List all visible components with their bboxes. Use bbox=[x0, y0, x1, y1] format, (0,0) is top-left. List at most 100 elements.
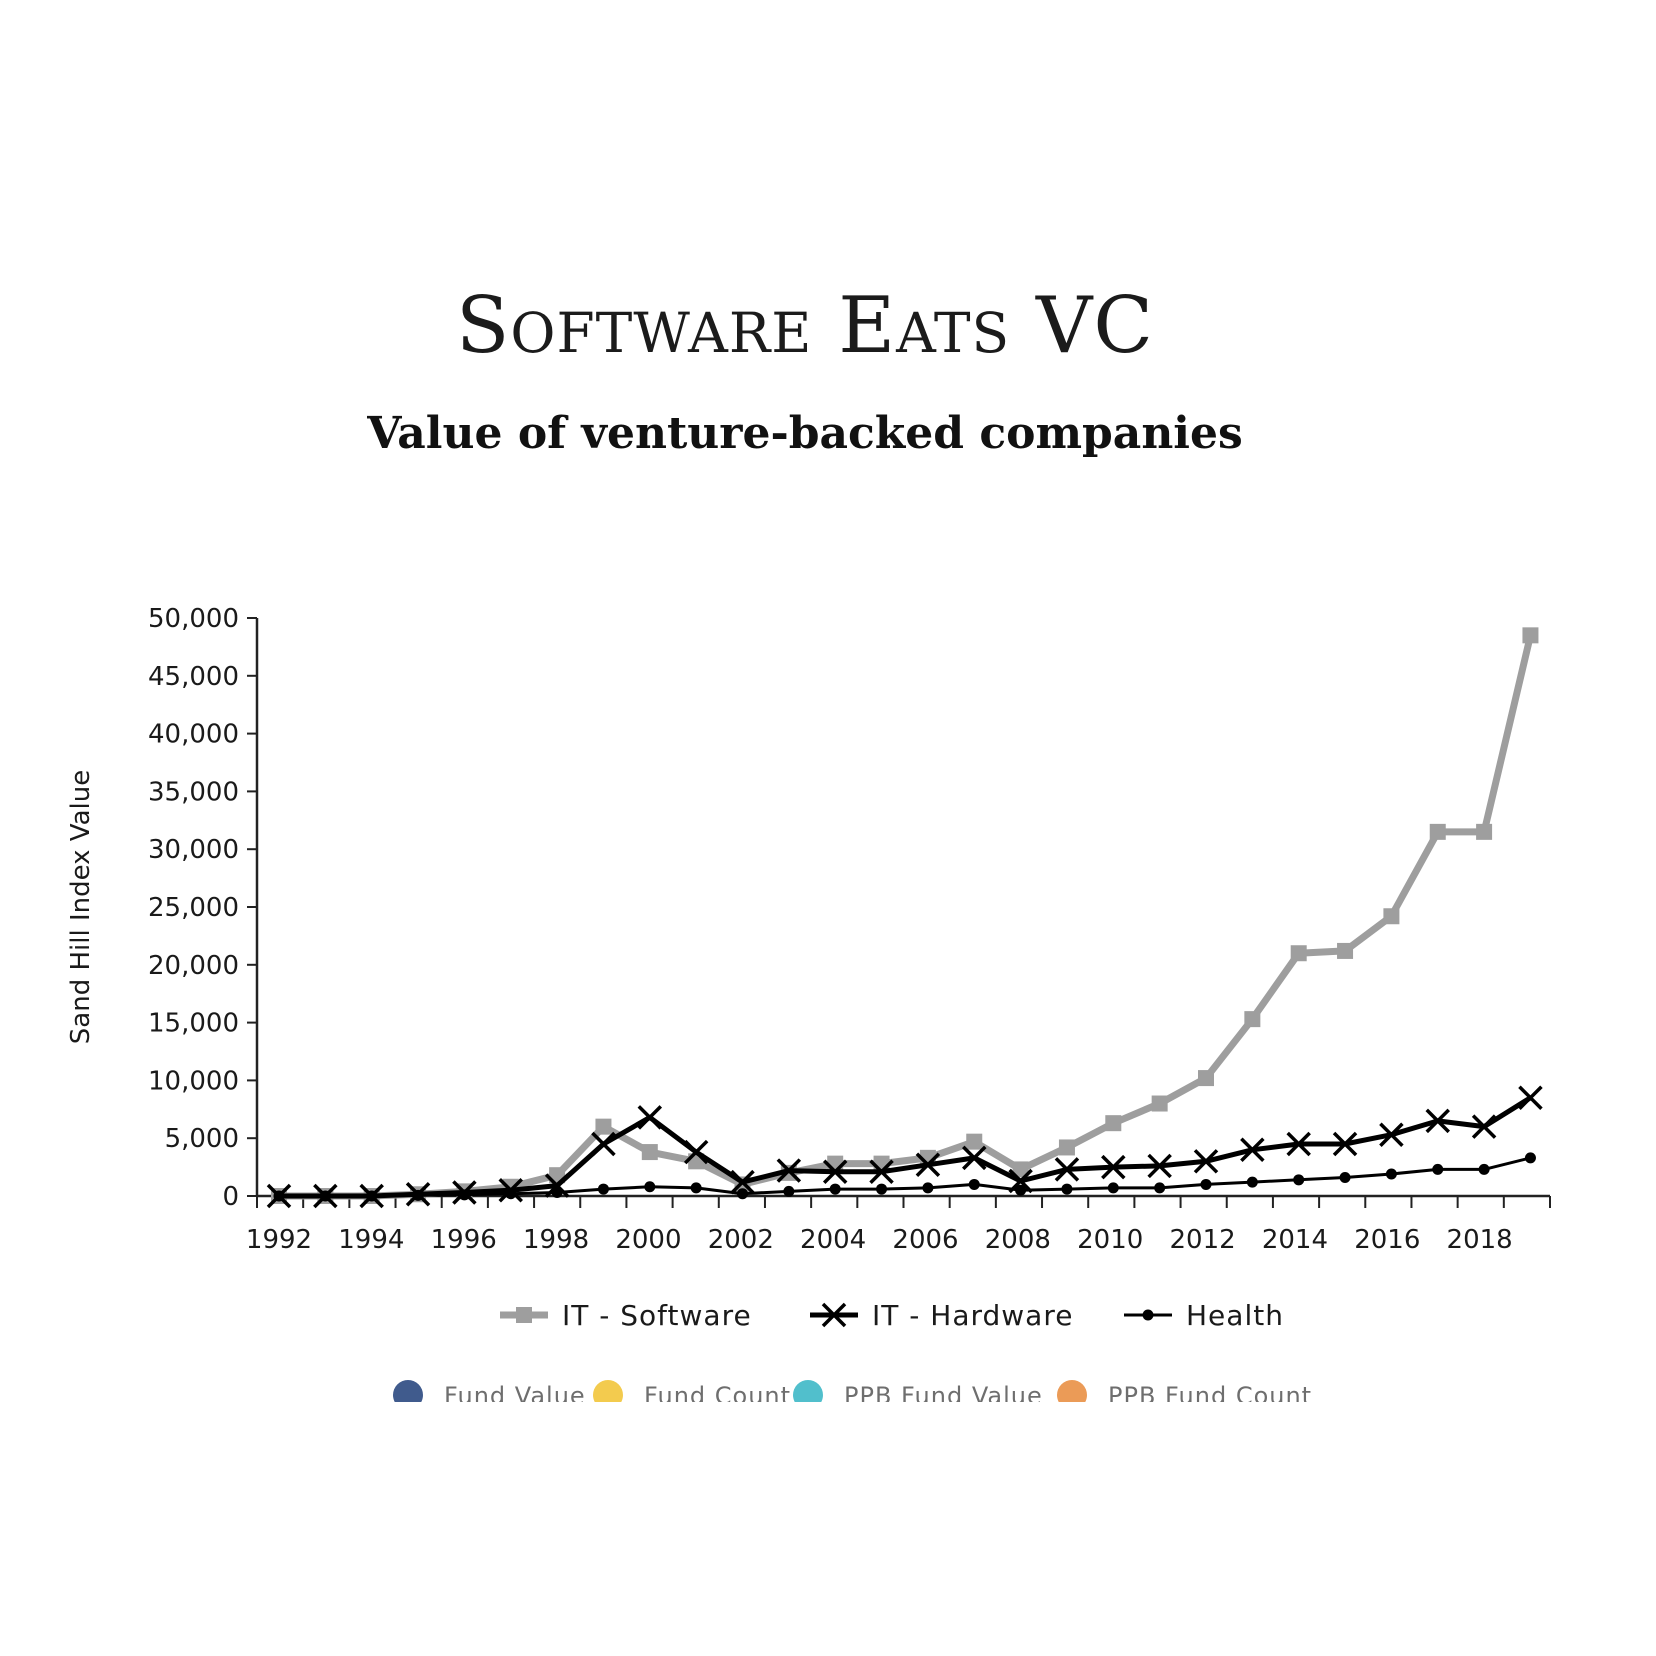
x-tick-label: 2016 bbox=[1354, 1225, 1420, 1255]
x-tick-label: 1992 bbox=[246, 1225, 312, 1255]
data-point-it-software bbox=[1012, 1161, 1029, 1178]
legend-item-health: Health bbox=[1124, 1299, 1283, 1332]
series-layer bbox=[266, 627, 1543, 1209]
legend-swatch-marker bbox=[1142, 1309, 1154, 1321]
data-point-health bbox=[366, 1190, 378, 1202]
x-tick-label: 1996 bbox=[431, 1225, 497, 1255]
y-tick-label: 40,000 bbox=[148, 720, 239, 750]
y-tick-label: 10,000 bbox=[148, 1066, 239, 1096]
data-point-it-hardware bbox=[962, 1145, 987, 1171]
data-point-it-software bbox=[1244, 1011, 1261, 1028]
y-tick-label: 5,000 bbox=[165, 1124, 239, 1154]
data-point-it-hardware bbox=[683, 1139, 709, 1165]
data-point-it-hardware bbox=[637, 1105, 663, 1130]
faded-legend-item: Fund Count bbox=[593, 1380, 791, 1410]
y-tick-label: 35,000 bbox=[148, 777, 239, 807]
data-point-it-hardware bbox=[1286, 1131, 1311, 1157]
data-point-it-hardware bbox=[1101, 1154, 1126, 1180]
data-point-it-hardware bbox=[915, 1152, 941, 1178]
y-tick-label: 50,000 bbox=[148, 604, 239, 634]
data-point-it-hardware bbox=[776, 1158, 802, 1183]
data-point-health bbox=[922, 1182, 934, 1194]
data-point-it-hardware bbox=[1193, 1149, 1219, 1174]
chart-subtitle: Value of venture-backed companies bbox=[366, 408, 1243, 459]
data-point-health bbox=[1107, 1182, 1119, 1194]
faded-legend-label: PPB Fund Count bbox=[1108, 1382, 1312, 1410]
data-point-health bbox=[1154, 1182, 1166, 1194]
legend-label: IT - Software bbox=[562, 1299, 752, 1332]
y-tick-label: 0 bbox=[222, 1182, 239, 1212]
chart-title: Software Eats VC bbox=[456, 281, 1154, 371]
data-point-health bbox=[876, 1183, 888, 1195]
faded-legend: Fund Value Fund Count PPB Fund Value PPB Fu… bbox=[393, 1380, 1312, 1410]
y-tick-label: 30,000 bbox=[148, 835, 239, 865]
y-axis-ticks: 0 5,000 10,000 15,000 20,000 25,000 30,000 35,0… bbox=[148, 604, 257, 1212]
faded-legend-dot bbox=[1057, 1380, 1087, 1402]
data-point-it-software bbox=[1383, 908, 1400, 925]
y-tick-label: 25,000 bbox=[148, 893, 239, 923]
axes bbox=[255, 618, 1550, 1198]
data-point-health bbox=[597, 1183, 609, 1195]
series-line-health bbox=[279, 1156, 1531, 1198]
x-tick-label: 2008 bbox=[985, 1225, 1051, 1255]
x-tick-label: 2010 bbox=[1077, 1225, 1143, 1255]
x-tick-label: 1998 bbox=[523, 1225, 589, 1255]
faded-legend-label: Fund Count bbox=[644, 1382, 791, 1410]
legend-swatch-marker bbox=[821, 1302, 847, 1328]
x-tick-label: 1994 bbox=[338, 1225, 404, 1255]
y-axis-title: Sand Hill Index Value bbox=[66, 770, 96, 1044]
data-point-it-hardware bbox=[730, 1169, 755, 1195]
data-point-health bbox=[644, 1181, 656, 1193]
data-point-it-software bbox=[1105, 1115, 1122, 1132]
data-point-health bbox=[319, 1190, 331, 1202]
legend-swatch-marker bbox=[516, 1307, 532, 1323]
data-point-health bbox=[968, 1178, 980, 1190]
data-point-health bbox=[1246, 1176, 1258, 1188]
faded-legend-dot bbox=[593, 1380, 623, 1402]
data-point-it-hardware bbox=[1518, 1085, 1543, 1110]
series-line-it-hardware bbox=[279, 1095, 1532, 1199]
data-point-it-software bbox=[1058, 1139, 1075, 1156]
x-tick-label: 2018 bbox=[1447, 1225, 1513, 1255]
series-it-hardware bbox=[266, 1085, 1543, 1209]
legend-item-it-hardware: IT - Hardware bbox=[810, 1299, 1073, 1332]
faded-legend-item: PPB Fund Count bbox=[1057, 1380, 1312, 1410]
faded-legend-label: PPB Fund Value bbox=[844, 1382, 1043, 1410]
data-point-it-software bbox=[1290, 945, 1307, 962]
data-point-it-software bbox=[641, 1144, 658, 1161]
data-point-it-software bbox=[966, 1133, 983, 1150]
data-point-health bbox=[458, 1189, 470, 1201]
data-point-health bbox=[1432, 1163, 1444, 1175]
data-point-it-hardware bbox=[1240, 1137, 1265, 1162]
data-point-health bbox=[1385, 1168, 1397, 1180]
data-point-it-hardware bbox=[1054, 1157, 1080, 1182]
data-point-it-software bbox=[1522, 627, 1539, 644]
faded-legend-dot bbox=[793, 1380, 823, 1402]
data-point-health bbox=[505, 1188, 517, 1200]
data-point-it-software bbox=[1476, 823, 1493, 840]
data-point-health bbox=[412, 1189, 424, 1201]
x-axis-ticks: 1992 1994 1996 1998 2000 2002 2004 2006 2008 2010… bbox=[246, 1196, 1551, 1255]
x-tick-label: 2014 bbox=[1262, 1225, 1328, 1255]
data-point-health bbox=[1339, 1172, 1351, 1184]
series-it-software bbox=[271, 627, 1539, 1204]
data-point-health bbox=[690, 1182, 702, 1194]
data-point-health bbox=[783, 1185, 795, 1197]
faded-legend-item: Fund Value bbox=[393, 1380, 585, 1402]
data-point-health bbox=[1200, 1178, 1212, 1190]
y-tick-label: 45,000 bbox=[148, 662, 239, 692]
data-point-health bbox=[1478, 1163, 1490, 1175]
x-tick-label: 2004 bbox=[800, 1225, 866, 1255]
series-line-it-software bbox=[279, 634, 1534, 1200]
series-health bbox=[273, 1152, 1536, 1202]
data-point-it-hardware bbox=[1471, 1114, 1497, 1139]
legend-label: IT - Hardware bbox=[872, 1299, 1073, 1332]
data-point-health bbox=[737, 1188, 748, 1200]
faded-legend-dot bbox=[393, 1380, 423, 1402]
data-point-it-hardware bbox=[591, 1131, 616, 1157]
data-point-it-hardware bbox=[1332, 1131, 1358, 1157]
data-point-it-hardware bbox=[869, 1159, 894, 1184]
legend-item-it-software: IT - Software bbox=[500, 1299, 752, 1332]
legend: IT - Software IT - Hardware Health bbox=[500, 1299, 1283, 1332]
y-tick-label: 15,000 bbox=[148, 1009, 239, 1039]
